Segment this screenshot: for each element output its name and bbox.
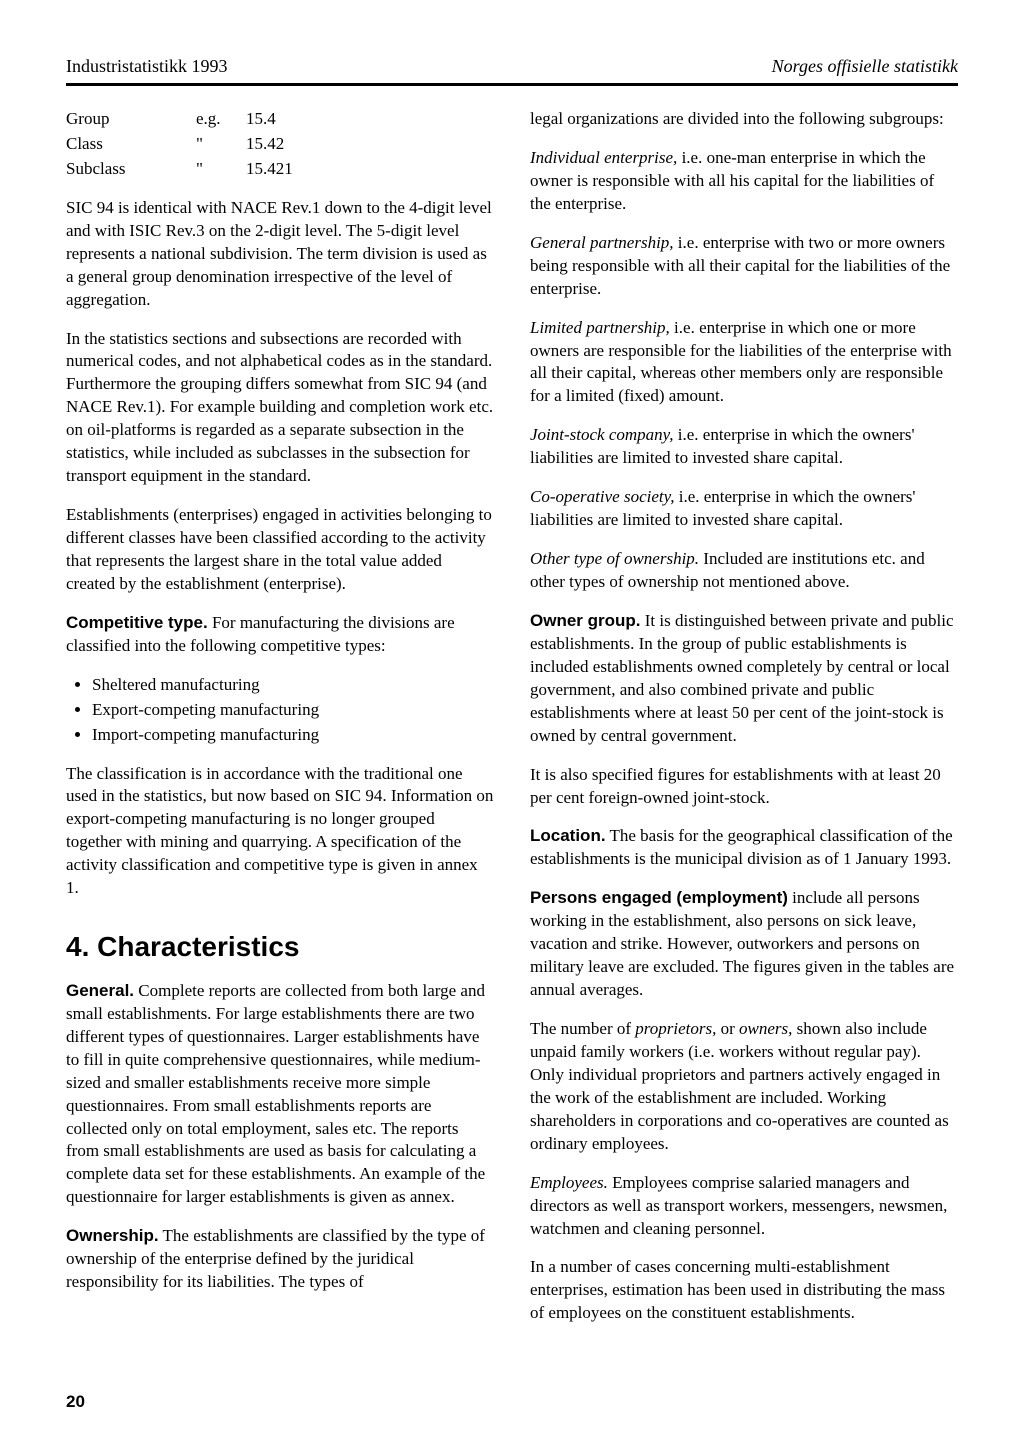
list-item: Export-competing manufacturing: [92, 699, 494, 722]
body-paragraph: Competitive type. For manufacturing the …: [66, 612, 494, 658]
competitive-types-list: Sheltered manufacturing Export-competing…: [66, 674, 494, 747]
content-columns: Group e.g. 15.4 Class " 15.42 Subclass "…: [66, 108, 958, 1325]
run-in-heading: Owner group.: [530, 611, 641, 630]
body-paragraph: Establishments (enterprises) engaged in …: [66, 504, 494, 596]
page: Industristatistikk 1993 Norges offisiell…: [0, 0, 1024, 1448]
body-paragraph: Persons engaged (employment) include all…: [530, 887, 958, 1002]
run-in-heading: Persons engaged (employment): [530, 888, 788, 907]
right-column: legal organizations are divided into the…: [530, 108, 958, 1325]
body-paragraph: Joint-stock company, i.e. enterprise in …: [530, 424, 958, 470]
ct-label: Subclass: [66, 158, 196, 181]
body-paragraph: Individual enterprise, i.e. one-man ente…: [530, 147, 958, 216]
run-in-heading: Ownership.: [66, 1226, 159, 1245]
body-paragraph: SIC 94 is identical with NACE Rev.1 down…: [66, 197, 494, 312]
body-paragraph: Owner group. It is distinguished between…: [530, 610, 958, 748]
run-in-italic: Limited partnership,: [530, 318, 670, 337]
left-column: Group e.g. 15.4 Class " 15.42 Subclass "…: [66, 108, 494, 1325]
body-paragraph: Location. The basis for the geographical…: [530, 825, 958, 871]
body-paragraph: In a number of cases concerning multi-es…: [530, 1256, 958, 1325]
body-text: shown also include unpaid family workers…: [530, 1019, 949, 1153]
run-in-italic: proprietors,: [635, 1019, 716, 1038]
body-paragraph: In the statistics sections and subsectio…: [66, 328, 494, 489]
classification-table: Group e.g. 15.4 Class " 15.42 Subclass "…: [66, 108, 494, 181]
body-paragraph: legal organizations are divided into the…: [530, 108, 958, 131]
body-paragraph: Ownership. The establishments are classi…: [66, 1225, 494, 1294]
body-paragraph: The classification is in accordance with…: [66, 763, 494, 901]
run-in-italic: Other type of ownership.: [530, 549, 699, 568]
section-heading: 4. Characteristics: [66, 928, 494, 966]
ct-value: 15.42: [246, 133, 316, 156]
body-text: The number of: [530, 1019, 635, 1038]
body-text: Complete reports are collected from both…: [66, 981, 485, 1206]
list-item: Sheltered manufacturing: [92, 674, 494, 697]
header-rule: [66, 83, 958, 86]
body-paragraph: General. Complete reports are collected …: [66, 980, 494, 1209]
ct-mark: ": [196, 133, 246, 156]
page-number: 20: [66, 1392, 85, 1412]
ct-value: 15.4: [246, 108, 316, 131]
ct-mark: ": [196, 158, 246, 181]
body-text: or: [716, 1019, 739, 1038]
body-paragraph: Limited partnership, i.e. enterprise in …: [530, 317, 958, 409]
run-in-heading: Competitive type.: [66, 613, 208, 632]
body-paragraph: The number of proprietors, or owners, sh…: [530, 1018, 958, 1156]
run-in-italic: Co-operative society,: [530, 487, 674, 506]
run-in-heading: Location.: [530, 826, 606, 845]
ct-label: Class: [66, 133, 196, 156]
run-in-italic: Employees.: [530, 1173, 608, 1192]
body-paragraph: Employees. Employees comprise salaried m…: [530, 1172, 958, 1241]
run-in-italic: General partnership,: [530, 233, 674, 252]
ct-mark: e.g.: [196, 108, 246, 131]
body-paragraph: It is also specified figures for establi…: [530, 764, 958, 810]
run-in-italic: Individual enterprise,: [530, 148, 677, 167]
header-right: Norges offisielle statistikk: [772, 56, 958, 77]
run-in-italic: owners,: [739, 1019, 792, 1038]
body-paragraph: General partnership, i.e. enterprise wit…: [530, 232, 958, 301]
header-left: Industristatistikk 1993: [66, 56, 228, 77]
list-item: Import-competing manufacturing: [92, 724, 494, 747]
run-in-italic: Joint-stock company,: [530, 425, 674, 444]
body-text: It is distinguished between private and …: [530, 611, 954, 745]
ct-value: 15.421: [246, 158, 316, 181]
page-header: Industristatistikk 1993 Norges offisiell…: [66, 56, 958, 83]
ct-label: Group: [66, 108, 196, 131]
run-in-heading: General.: [66, 981, 134, 1000]
body-paragraph: Other type of ownership. Included are in…: [530, 548, 958, 594]
body-paragraph: Co-operative society, i.e. enterprise in…: [530, 486, 958, 532]
